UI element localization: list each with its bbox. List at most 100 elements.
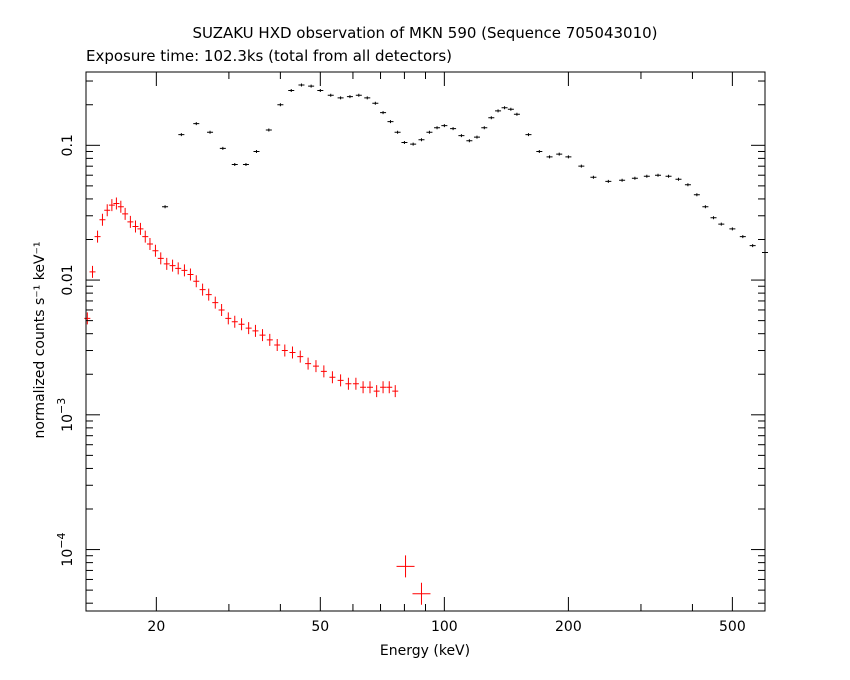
data-point — [245, 322, 252, 335]
data-point — [327, 93, 334, 97]
data-point — [366, 381, 373, 394]
data-point — [142, 230, 149, 243]
data-point — [187, 268, 194, 281]
y-axis: 10−410−30.010.1 — [55, 80, 765, 604]
data-point — [372, 101, 379, 105]
data-point — [289, 346, 296, 359]
data-point — [312, 360, 319, 373]
data-point — [169, 259, 176, 272]
data-point — [253, 149, 260, 153]
data-point — [127, 215, 134, 228]
data-point — [507, 107, 514, 111]
y-tick-exponent: −4 — [55, 533, 68, 549]
data-point — [488, 116, 495, 120]
data-point — [729, 227, 736, 231]
data-point — [152, 244, 159, 257]
data-point — [288, 89, 295, 93]
y-tick-label: 0.1 — [60, 134, 76, 156]
data-point — [252, 324, 259, 337]
data-point — [117, 200, 124, 213]
data-point — [536, 149, 543, 153]
data-point — [298, 83, 305, 87]
x-tick-label: 500 — [719, 619, 746, 635]
data-point — [364, 96, 371, 100]
y-tick-label: 10−3 — [55, 398, 76, 432]
y-tick-base: 10 — [60, 414, 76, 432]
y-tick-base: 0.1 — [60, 134, 76, 156]
data-point — [590, 175, 597, 179]
data-point — [345, 377, 352, 390]
y-tick-base: 0.01 — [60, 264, 76, 295]
x-axis-label: Energy (keV) — [380, 643, 470, 659]
data-point — [718, 222, 725, 226]
data-point — [441, 124, 448, 128]
data-point — [157, 252, 164, 265]
data-point — [163, 257, 170, 270]
data-point — [710, 216, 717, 220]
data-point — [619, 178, 626, 182]
data-point — [337, 374, 344, 387]
data-point — [193, 122, 200, 126]
x-axis: 20 50 100 200 500 — [147, 72, 766, 635]
data-point — [386, 381, 393, 394]
data-point — [218, 303, 225, 316]
series-red — [84, 197, 431, 605]
data-point — [749, 244, 756, 248]
data-point — [605, 179, 612, 183]
data-point — [410, 142, 417, 146]
data-point — [380, 381, 387, 394]
data-point — [546, 155, 553, 159]
data-point — [308, 84, 315, 88]
data-point — [346, 95, 353, 99]
data-point — [193, 275, 200, 288]
data-point — [434, 126, 441, 130]
data-point — [89, 265, 96, 278]
data-point — [219, 146, 226, 150]
data-point — [380, 111, 387, 115]
data-point — [94, 230, 101, 243]
data-point — [387, 120, 394, 124]
data-point — [320, 365, 327, 378]
data-point — [225, 312, 232, 325]
data-point — [360, 381, 367, 394]
y-tick-label: 10−4 — [55, 533, 76, 567]
data-point — [643, 174, 650, 178]
data-point — [266, 333, 273, 346]
series-layer — [84, 83, 768, 605]
data-point — [394, 130, 401, 134]
data-point — [418, 138, 425, 142]
data-point — [693, 193, 700, 197]
data-point — [132, 220, 139, 233]
data-point — [297, 350, 304, 363]
data-point — [450, 127, 457, 131]
data-point — [207, 130, 214, 134]
data-point — [665, 174, 672, 178]
data-point — [702, 205, 709, 209]
data-point — [373, 385, 380, 398]
x-tick-label: 100 — [431, 619, 458, 635]
data-point — [513, 112, 520, 116]
data-point — [426, 130, 433, 134]
data-point — [458, 134, 465, 138]
data-point — [84, 312, 91, 325]
data-point — [199, 283, 206, 296]
x-tick-label: 50 — [311, 619, 329, 635]
data-point — [317, 89, 324, 93]
data-point — [337, 96, 344, 100]
data-point — [122, 207, 129, 220]
data-point — [473, 135, 480, 139]
data-point — [175, 262, 182, 275]
x-tick-label: 200 — [555, 619, 582, 635]
data-point — [578, 164, 585, 168]
data-point — [355, 93, 362, 97]
data-point — [631, 176, 638, 180]
data-point — [675, 177, 682, 181]
data-point — [137, 222, 144, 235]
data-point — [412, 582, 431, 605]
data-point — [501, 106, 508, 110]
series-black — [162, 83, 768, 255]
chart-title: SUZAKU HXD observation of MKN 590 (Seque… — [192, 24, 657, 42]
data-point — [329, 371, 336, 384]
data-point — [99, 213, 106, 226]
